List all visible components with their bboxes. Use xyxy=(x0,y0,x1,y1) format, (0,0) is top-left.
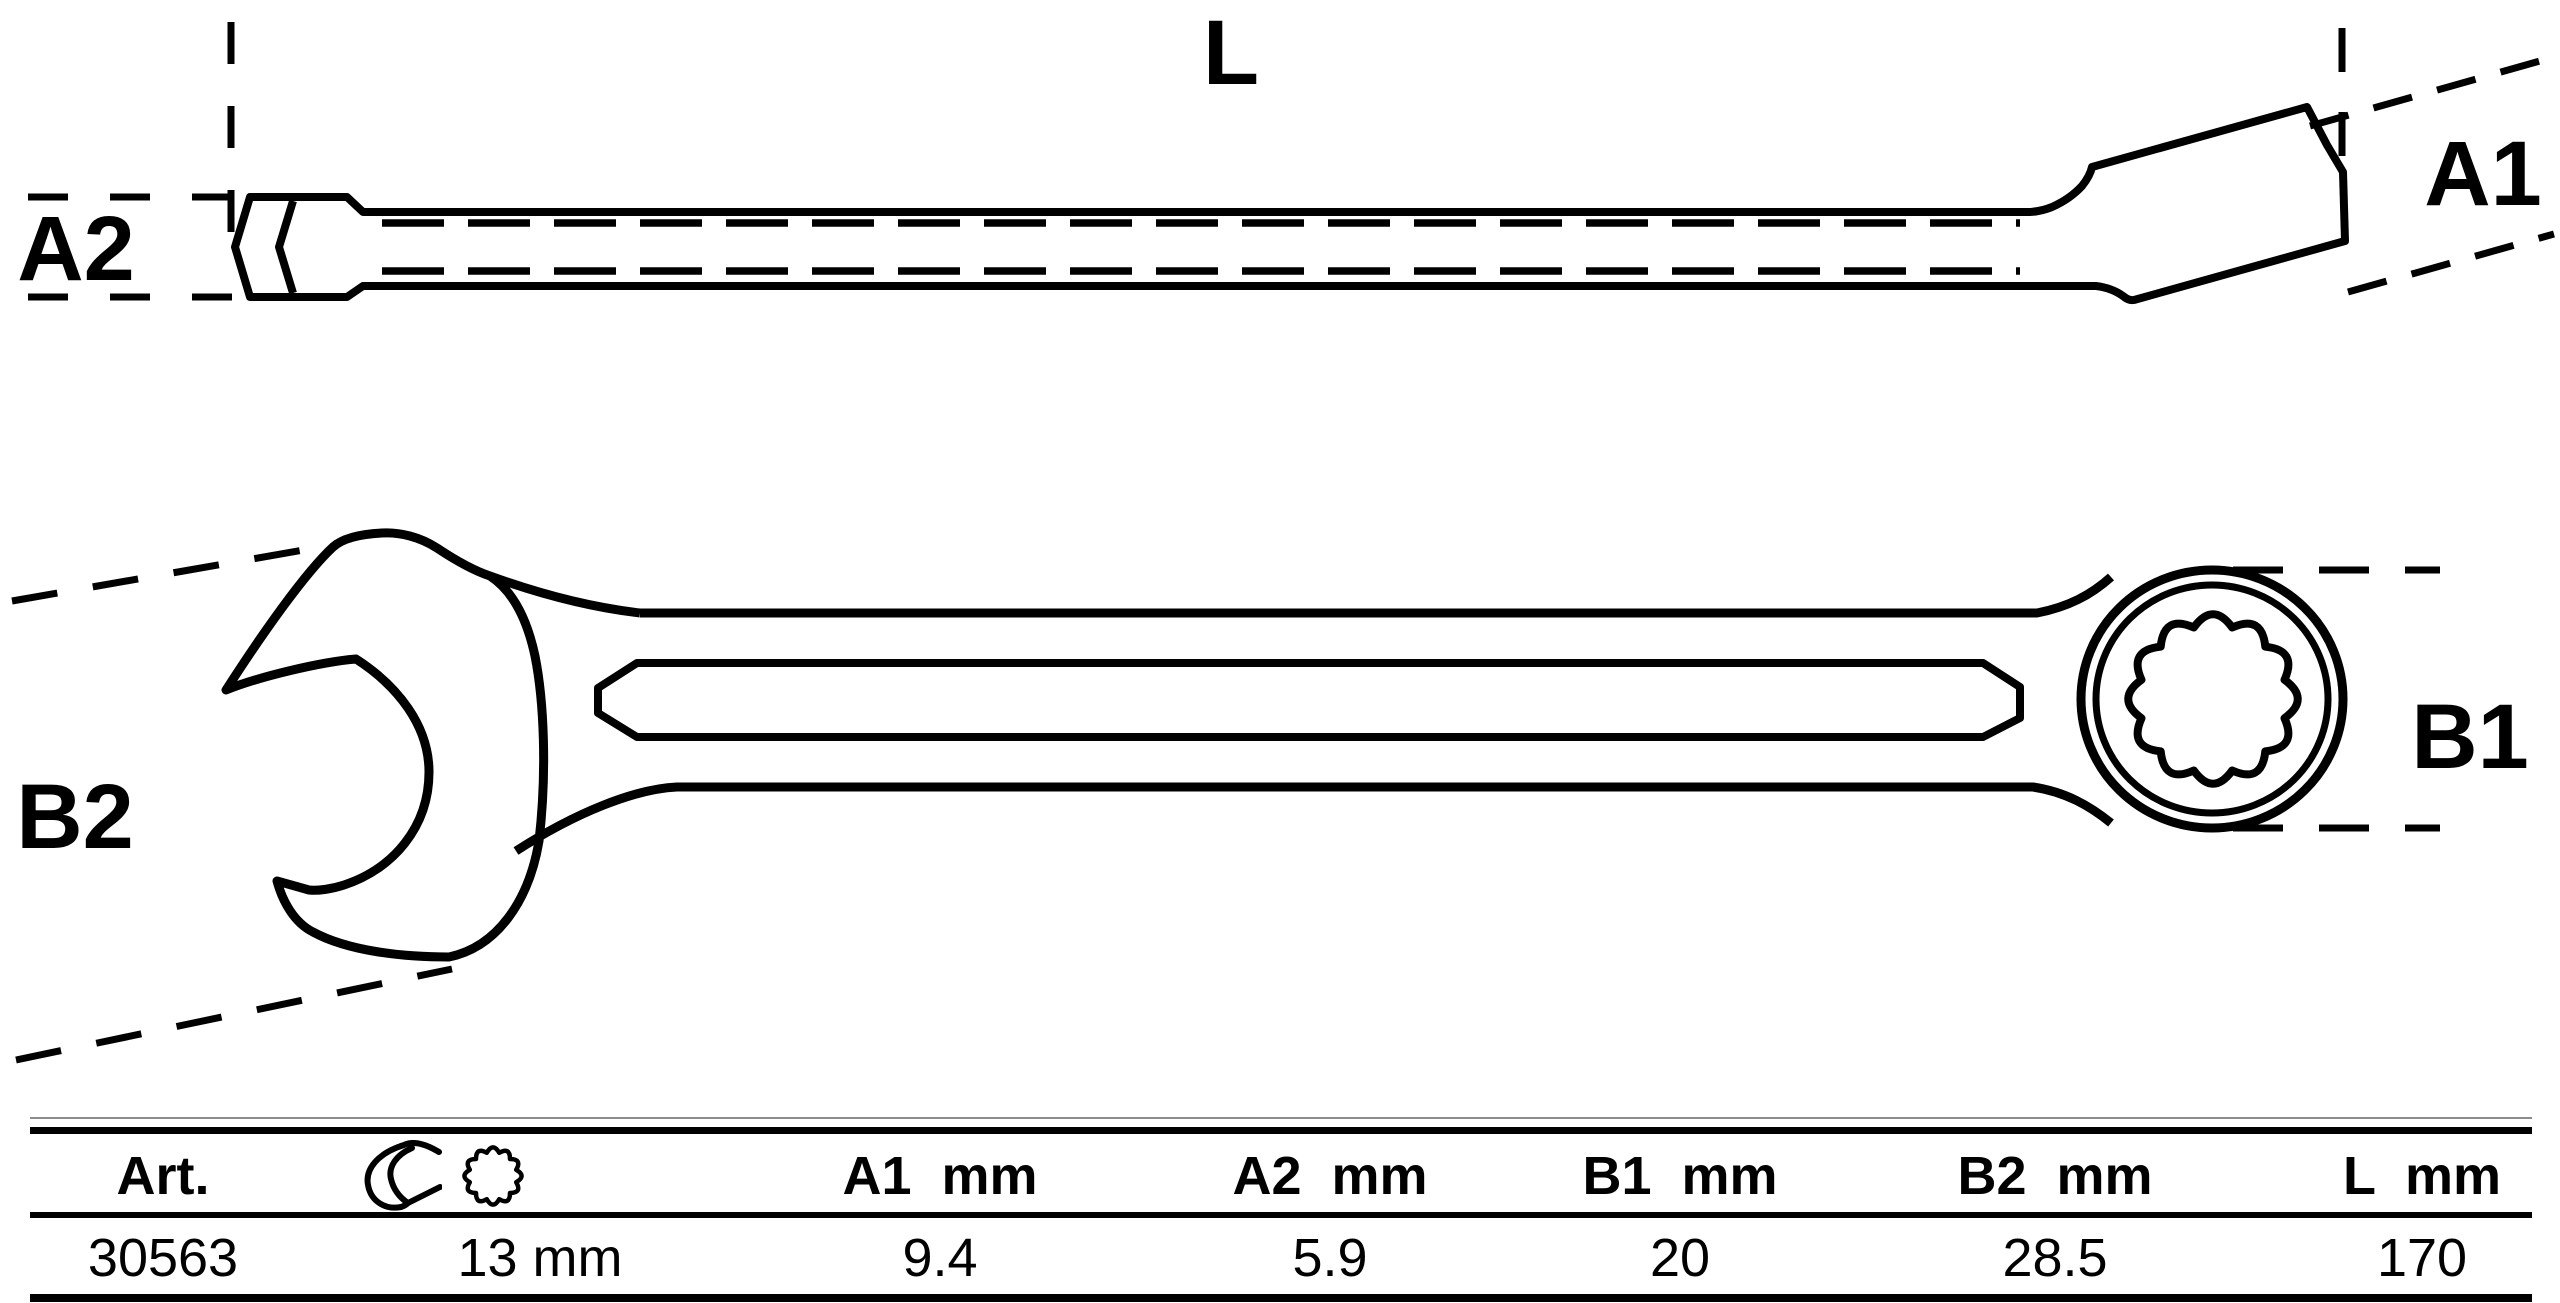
a1-extension-top xyxy=(2309,53,2555,130)
a1-extension-bottom xyxy=(2347,230,2555,296)
wrench-technical-drawing: L A1 A2 B2 B1 xyxy=(11,2,2555,1064)
value-a2: 5.9 xyxy=(1292,1228,1368,1288)
header-b2: B2 mm xyxy=(1957,1146,2153,1206)
header-art: Art. xyxy=(116,1146,210,1206)
header-b1: B1 mm xyxy=(1582,1146,1778,1206)
table-rule-hairline xyxy=(30,1117,2532,1119)
open-end-wrench-icon xyxy=(364,1140,442,1211)
header-l: L mm xyxy=(2342,1146,2502,1206)
label-A1: A1 xyxy=(2424,123,2542,225)
value-a1: 9.4 xyxy=(902,1228,978,1288)
header-size-icons xyxy=(364,1140,624,1212)
table-data-row: 30563 13 mm 9.4 5.9 20 28.5 170 xyxy=(0,1222,2560,1294)
size-icon-pair xyxy=(360,1140,528,1212)
tip-bevel-line xyxy=(275,199,297,295)
table-rule-under-header xyxy=(30,1212,2532,1218)
value-art: 30563 xyxy=(87,1228,239,1288)
value-b1: 20 xyxy=(1649,1228,1711,1288)
b2-tangent-bottom xyxy=(15,965,453,1064)
side-view: L A1 A2 xyxy=(17,2,2555,305)
side-view-outline xyxy=(231,103,2349,305)
shaft-recess-panel xyxy=(594,659,2024,741)
label-B1: B1 xyxy=(2411,686,2529,788)
ring-chamfer-edge xyxy=(2092,581,2332,817)
shaft-top-edge xyxy=(640,573,2115,618)
ring-outer-edge xyxy=(2076,565,2348,833)
value-b2: 28.5 xyxy=(2002,1228,2108,1288)
plan-view: B2 B1 xyxy=(11,528,2529,1064)
header-a1: A1 mm xyxy=(842,1146,1038,1206)
table-header-row: Art. A1 mm A2 mm B1 mm B2 mm L mm xyxy=(0,1140,2560,1212)
open-end-outline xyxy=(221,528,641,962)
value-size: 13 mm xyxy=(457,1228,623,1288)
shaft-bottom-edge xyxy=(513,782,2114,855)
b2-tangent-top xyxy=(11,540,339,605)
table-rule-top xyxy=(30,1127,2532,1134)
label-B2: B2 xyxy=(16,766,134,868)
ring-12point-profile xyxy=(2124,610,2302,788)
ring-12point-icon xyxy=(462,1145,524,1207)
table-rule-bottom xyxy=(30,1294,2532,1302)
label-L: L xyxy=(1203,2,1259,104)
value-l: 170 xyxy=(2376,1228,2468,1288)
label-A2: A2 xyxy=(17,198,135,300)
header-a2: A2 mm xyxy=(1232,1146,1428,1206)
